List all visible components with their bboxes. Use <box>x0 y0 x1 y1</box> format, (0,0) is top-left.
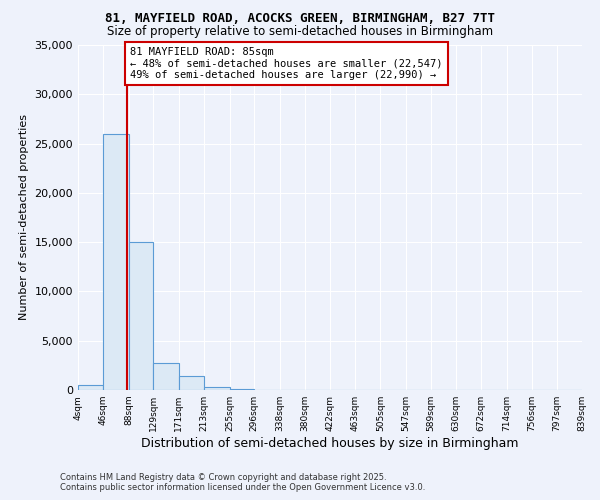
Text: Size of property relative to semi-detached houses in Birmingham: Size of property relative to semi-detach… <box>107 25 493 38</box>
Y-axis label: Number of semi-detached properties: Number of semi-detached properties <box>19 114 29 320</box>
Text: 81, MAYFIELD ROAD, ACOCKS GREEN, BIRMINGHAM, B27 7TT: 81, MAYFIELD ROAD, ACOCKS GREEN, BIRMING… <box>105 12 495 26</box>
Bar <box>78 384 103 390</box>
Bar <box>103 134 129 390</box>
X-axis label: Distribution of semi-detached houses by size in Birmingham: Distribution of semi-detached houses by … <box>141 437 519 450</box>
Bar <box>154 364 179 390</box>
Text: Contains HM Land Registry data © Crown copyright and database right 2025.
Contai: Contains HM Land Registry data © Crown c… <box>60 473 425 492</box>
Bar <box>129 242 154 390</box>
Bar <box>204 387 230 390</box>
Bar <box>230 389 254 390</box>
Bar <box>179 376 204 390</box>
Text: 81 MAYFIELD ROAD: 85sqm
← 48% of semi-detached houses are smaller (22,547)
49% o: 81 MAYFIELD ROAD: 85sqm ← 48% of semi-de… <box>130 47 442 80</box>
